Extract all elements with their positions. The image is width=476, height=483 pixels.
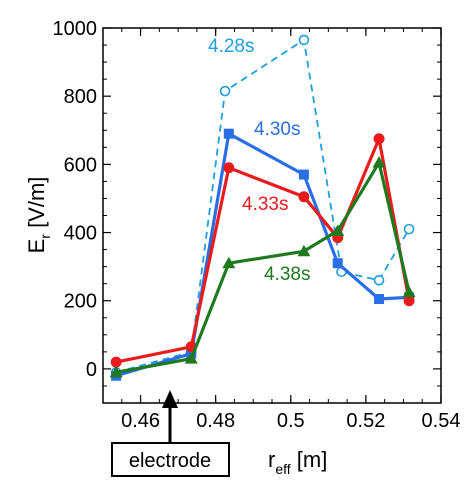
y-axis-title: Er [V/m]: [24, 177, 53, 254]
series-label-4.28s: 4.28s: [208, 36, 254, 57]
data-point: [298, 34, 310, 46]
data-point: [298, 169, 309, 180]
x-axis-title: reff [m]: [268, 447, 327, 477]
data-point: [110, 356, 122, 368]
data-point: [403, 223, 415, 235]
series-label-4.33s: 4.33s: [242, 194, 288, 215]
series-labels: 4.28s 4.30s 4.33s 4.38s: [208, 36, 310, 285]
y-tick-label: 1000: [53, 18, 98, 40]
x-tick-label: 0.5: [277, 410, 305, 432]
series-label-4.38s: 4.38s: [264, 264, 310, 285]
data-point: [219, 85, 231, 97]
data-point: [331, 224, 345, 236]
electrode-annotation: electrode: [111, 390, 230, 477]
x-tick-label: 0.48: [196, 410, 235, 432]
y-tick-label: 200: [64, 291, 97, 313]
series-4.38s: [109, 156, 416, 378]
x-axis-title-sub: eff: [275, 461, 290, 477]
x-tick-label: 0.54: [422, 410, 461, 432]
series-layer: [109, 34, 416, 381]
x-tick-label: 0.46: [121, 410, 160, 432]
y-axis-ticks: 0 200 400 600 800 1000: [53, 18, 441, 404]
y-axis-title-main: E: [24, 239, 49, 254]
data-point: [372, 156, 386, 168]
y-tick-label: 400: [64, 223, 97, 245]
series-4.33s: [110, 133, 415, 368]
y-tick-label: 0: [86, 359, 97, 381]
data-point: [223, 128, 234, 139]
svg-text:Er [V/m]: Er [V/m]: [24, 177, 53, 254]
data-point: [402, 285, 416, 298]
data-point: [403, 295, 415, 307]
data-point: [373, 274, 385, 286]
y-axis-title-unit: [V/m]: [24, 177, 49, 234]
data-point: [184, 352, 198, 364]
series-label-4.30s: 4.30s: [254, 119, 300, 140]
x-axis-ticks: 0.46 0.48 0.5 0.52 0.54: [102, 28, 461, 432]
x-tick-label: 0.52: [346, 410, 385, 432]
y-axis-title-sub: r: [37, 234, 53, 239]
electrode-label: electrode: [129, 450, 211, 472]
y-tick-label: 800: [64, 86, 97, 108]
y-tick-label: 600: [64, 154, 97, 176]
data-point: [222, 256, 236, 269]
series-line: [115, 137, 411, 364]
data-point: [332, 258, 343, 269]
electrode-box: [111, 442, 230, 477]
electrode-arrow-head: [162, 390, 178, 408]
x-axis-title-unit: [m]: [291, 447, 328, 472]
data-point: [298, 191, 310, 203]
data-point: [223, 162, 235, 174]
x-axis-title-main: r: [268, 447, 275, 472]
data-point: [373, 133, 385, 145]
data-point: [374, 294, 385, 305]
data-point: [297, 244, 311, 257]
data-point: [109, 365, 123, 378]
